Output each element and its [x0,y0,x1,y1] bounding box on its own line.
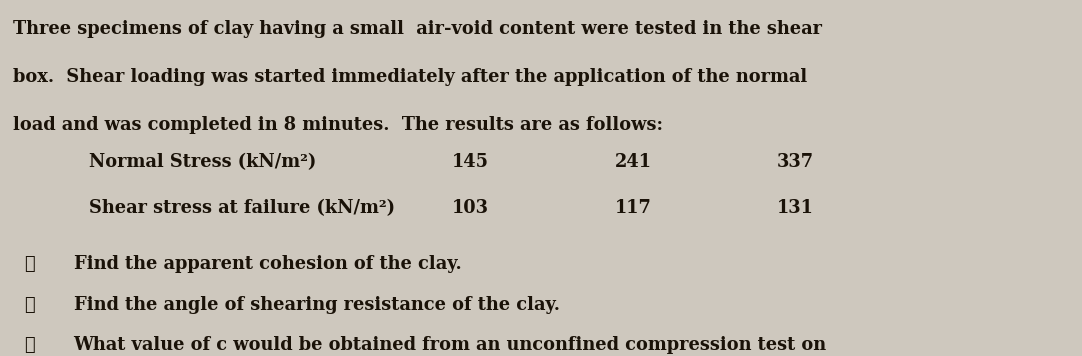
Text: box.  Shear loading was started immediately after the application of the normal: box. Shear loading was started immediate… [13,68,807,86]
Text: Normal Stress (kN/m²): Normal Stress (kN/m²) [89,153,316,171]
Text: 145: 145 [452,153,489,171]
Text: ③: ③ [24,336,35,355]
Text: load and was completed in 8 minutes.  The results are as follows:: load and was completed in 8 minutes. The… [13,116,663,134]
Text: Three specimens of clay having a small  air-void content were tested in the shea: Three specimens of clay having a small a… [13,20,822,38]
Text: 131: 131 [777,199,814,217]
Text: Shear stress at failure (kN/m²): Shear stress at failure (kN/m²) [89,199,395,217]
Text: Find the angle of shearing resistance of the clay.: Find the angle of shearing resistance of… [74,296,559,314]
Text: ①: ① [24,255,35,273]
Text: What value of c would be obtained from an unconfined compression test on: What value of c would be obtained from a… [74,336,827,355]
Text: ②: ② [24,296,35,314]
Text: 103: 103 [452,199,489,217]
Text: 337: 337 [777,153,814,171]
Text: 117: 117 [615,199,651,217]
Text: 241: 241 [615,153,651,171]
Text: Find the apparent cohesion of the clay.: Find the apparent cohesion of the clay. [74,255,461,273]
